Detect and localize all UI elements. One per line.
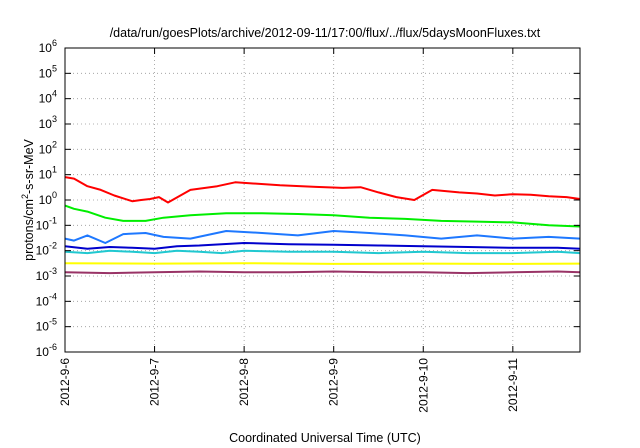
y-tick-label: 10-1 xyxy=(36,215,57,232)
gridlines xyxy=(65,48,580,352)
y-tick-label: 101 xyxy=(39,165,57,182)
y-tick-label: 10-6 xyxy=(36,342,57,359)
series-line-0 xyxy=(64,176,581,204)
y-tick-label: 10-4 xyxy=(36,291,57,308)
y-tick-labels: 106 105 104 103 102 101 100 10-1 10-2 10-3 10-4 10-… xyxy=(36,38,57,359)
y-axis-label: protons/cm2-s-sr-MeV xyxy=(20,138,36,260)
x-axis-label: Coordinated Universal Time (UTC) xyxy=(229,431,421,445)
series-line-6 xyxy=(64,270,581,275)
y-tick-label: 10-5 xyxy=(36,317,57,334)
series-line-4 xyxy=(64,242,581,250)
y-tick-label: 100 xyxy=(39,190,57,207)
x-tick-labels: 2012-9-6 2012-9-7 2012-9-8 2012-9-9 2012-9-1… xyxy=(58,358,520,413)
x-tick-label: 2012-9-9 xyxy=(327,358,341,406)
y-tick-label: 105 xyxy=(39,63,57,80)
y-tick-label: 102 xyxy=(39,139,57,156)
series-line-2 xyxy=(64,230,581,244)
x-tick-label: 2012-9-10 xyxy=(416,358,430,413)
x-tick-label: 2012-9-6 xyxy=(58,358,72,406)
tick-marks xyxy=(64,47,580,353)
x-tick-label: 2012-9-7 xyxy=(148,358,162,406)
chart-title: /data/run/goesPlots/archive/2012-09-11/1… xyxy=(110,26,541,40)
y-tick-label: 103 xyxy=(39,114,57,131)
x-tick-label: 2012-9-8 xyxy=(237,358,251,406)
series-group xyxy=(64,176,581,275)
x-tick-label: 2012-9-11 xyxy=(506,358,520,412)
y-tick-label: 10-2 xyxy=(36,241,57,258)
series-line-1 xyxy=(64,204,581,228)
y-axis-label-sup: 2 xyxy=(20,194,30,199)
y-tick-label: 106 xyxy=(39,38,57,55)
series-line-5 xyxy=(64,262,581,265)
y-tick-label: 104 xyxy=(39,89,57,106)
y-tick-label: 10-3 xyxy=(36,266,57,283)
series-line-3 xyxy=(64,249,581,255)
